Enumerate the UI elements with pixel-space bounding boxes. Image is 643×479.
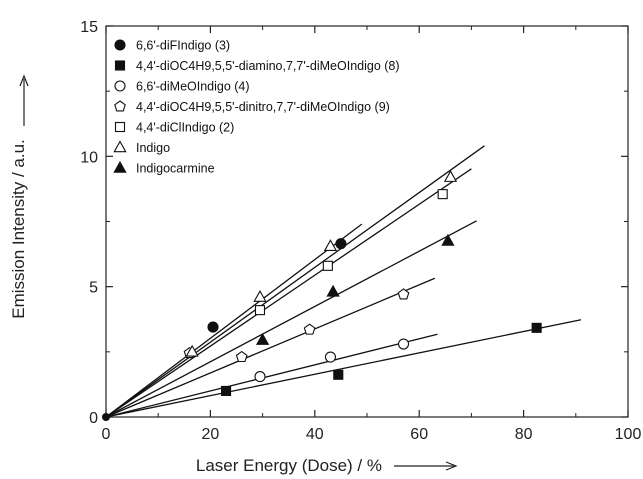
- legend: 6,6'-diFIndigo (3) 4,4'-diOC4H9,5,5'-diam…: [113, 39, 400, 176]
- point-dioc4h9_diamino: [333, 369, 344, 380]
- point-dioc4h9_dinitro: [235, 350, 248, 363]
- point-indigo: [253, 289, 267, 302]
- legend-entry: 6,6'-diMeOIndigo (4): [136, 80, 250, 94]
- x-tick-label: 20: [202, 426, 220, 443]
- legend-marker-dimeoindigo: [114, 80, 126, 92]
- legend-marker-diclindigo: [114, 121, 126, 133]
- fit-line-dimeoindigo: [105, 333, 438, 418]
- point-diclindigo: [254, 305, 266, 316]
- legend-entry: Indigo: [136, 141, 170, 155]
- fit-lines: [105, 145, 582, 418]
- point-indigo: [185, 344, 199, 357]
- data-points: [102, 170, 542, 421]
- point-indigo: [323, 239, 338, 252]
- x-axis-label: Laser Energy (Dose) / %: [196, 456, 382, 475]
- y-tick-label: 5: [89, 280, 98, 297]
- point-dioc4h9_diamino: [531, 322, 542, 333]
- legend-marker-indigo: [113, 140, 127, 153]
- point-dimeoindigo: [254, 371, 266, 383]
- point-dioc4h9_diamino: [221, 385, 232, 396]
- fit-line-dioc4h9_dinitro: [105, 277, 436, 418]
- fit-line-diclindigo: [105, 168, 472, 418]
- legend-entry: 4,4'-diClIndigo (2): [136, 121, 234, 135]
- y-tick-label: 0: [89, 410, 98, 427]
- x-tick-label: 40: [306, 426, 324, 443]
- legend-entry: 4,4'-diOC4H9,5,5'-diamino,7,7'-diMeOIndi…: [136, 59, 400, 73]
- x-tick-label: 100: [615, 426, 642, 443]
- y-axis-arrow-head: [19, 74, 29, 87]
- x-tick-label: 80: [515, 426, 533, 443]
- origin-point: [102, 413, 110, 421]
- legend-entry: 4,4'-diOC4H9,5,5'-dinitro,7,7'-diMeOIndi…: [136, 100, 390, 114]
- fit-line-indigocarmine: [105, 220, 477, 418]
- axes: 0 20 40 60 80 100 0 5 10 15: [80, 19, 641, 443]
- point-indigocarmine: [326, 284, 340, 297]
- point-difindigo: [207, 321, 219, 333]
- legend-entry: Indigocarmine: [136, 162, 215, 176]
- x-tick-label: 0: [102, 426, 111, 443]
- x-tick-label: 60: [410, 426, 428, 443]
- legend-entry: 6,6'-diFIndigo (3): [136, 39, 230, 53]
- point-dimeoindigo: [324, 351, 337, 363]
- fit-line-indigo: [105, 145, 485, 418]
- legend-marker-difindigo: [114, 39, 126, 51]
- point-indigocarmine: [441, 233, 455, 246]
- legend-marker-indigocarmine: [113, 160, 127, 173]
- point-indigo: [443, 170, 458, 182]
- point-dioc4h9_dinitro: [303, 323, 316, 335]
- point-dimeoindigo: [397, 338, 410, 350]
- point-indigocarmine: [255, 332, 270, 345]
- y-tick-label: 15: [80, 19, 98, 36]
- y-tick-label: 10: [80, 149, 98, 166]
- point-diclindigo: [322, 260, 333, 271]
- legend-marker-dioc4h9_dinitro: [114, 100, 126, 112]
- point-difindigo: [335, 238, 347, 250]
- x-axis-arrow-head: [445, 461, 458, 471]
- legend-marker-dioc4h9_diamino: [114, 60, 126, 71]
- fit-line-dioc4h9_diamino: [105, 319, 582, 418]
- point-diclindigo: [437, 189, 448, 200]
- y-axis-label: Emission Intensity / a.u.: [9, 139, 28, 319]
- fit-line-difindigo: [105, 223, 363, 418]
- point-dioc4h9_dinitro: [397, 288, 410, 300]
